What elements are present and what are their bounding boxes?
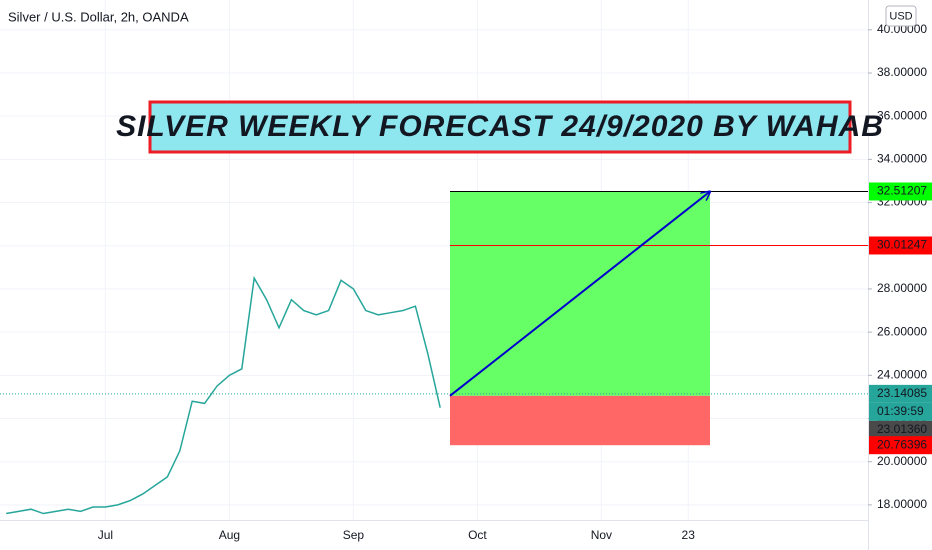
x-tick-label: Nov	[591, 528, 612, 542]
price-label: 32.51207	[877, 184, 927, 198]
price-label: 20.76396	[877, 437, 927, 451]
currency: USD	[889, 10, 912, 22]
price-label-box	[869, 236, 932, 255]
countdown-box	[869, 402, 932, 421]
y-tick-label: 24.00000	[877, 367, 927, 381]
y-tick-label: 18.00000	[877, 497, 927, 511]
price-label-box	[869, 182, 932, 201]
price-label: 30.01247	[877, 238, 927, 252]
x-tick-label: Jul	[98, 528, 113, 542]
price-label-box	[869, 436, 932, 455]
price-label-box	[869, 420, 932, 439]
x-tick-label: Aug	[219, 528, 240, 542]
price-label: 23.14085	[877, 386, 927, 400]
price-label: 23.01360	[877, 422, 927, 436]
y-tick-label: 36.00000	[877, 108, 927, 122]
loss-zone	[450, 395, 710, 446]
chart-title: SILVER WEEKLY FORECAST 24/9/2020 BY WAHA…	[116, 110, 884, 143]
y-tick-label: 34.00000	[877, 152, 927, 166]
x-tick-label: Sep	[343, 528, 365, 542]
price-line	[6, 275, 441, 515]
plot	[6, 275, 441, 515]
y-tick-label: 38.00000	[877, 65, 927, 79]
price-label-box	[869, 384, 932, 403]
overlay: 32.51207 30.01247 23.14085 01:39:59 23.01360…	[0, 182, 932, 455]
x-tick-label: 23	[682, 528, 696, 542]
countdown: 01:39:59	[877, 404, 924, 418]
x-tick-label: Oct	[468, 528, 487, 542]
symbol-header: Silver / U.S. Dollar, 2h, OANDA	[8, 9, 189, 24]
y-tick-label: 26.00000	[877, 324, 927, 338]
y-tick-label: 20.00000	[877, 454, 927, 468]
title-box	[148, 100, 852, 154]
y-tick-label: 28.00000	[877, 281, 927, 295]
currency-box[interactable]	[885, 5, 917, 27]
forecast-arrow	[449, 192, 710, 397]
